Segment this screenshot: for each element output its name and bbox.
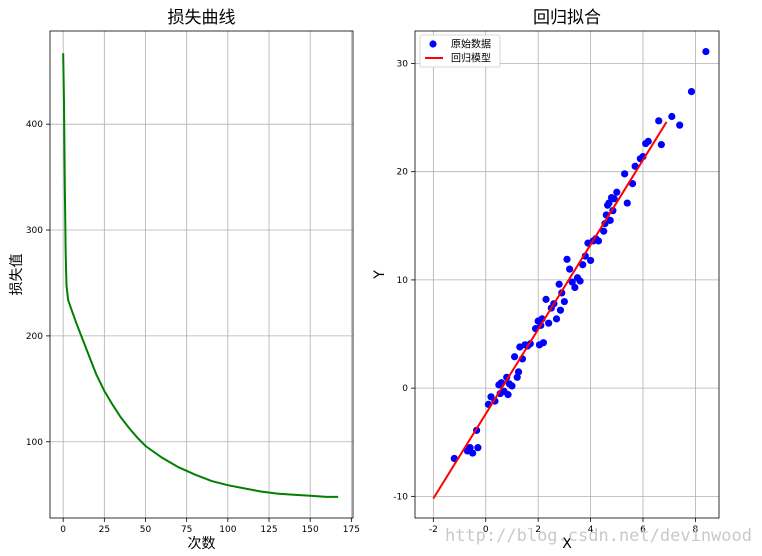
raw-data-point (466, 444, 474, 452)
raw-data-point (542, 295, 550, 303)
raw-data-point (702, 47, 710, 56)
fit-y-tick-label: 10 (397, 276, 409, 286)
loss-x-tick-label: 125 (260, 525, 277, 535)
fit-x-tick-label: 8 (693, 525, 699, 535)
fit-x-tick-label: 6 (640, 525, 646, 535)
loss-chart-title: 损失曲线 (168, 8, 236, 28)
raw-data-point (655, 117, 663, 125)
fit-x-tick-label: 2 (535, 525, 541, 535)
fit-y-tick-label: 0 (402, 384, 408, 394)
loss-x-tick-label: 0 (60, 525, 66, 535)
raw-data-point (657, 141, 665, 149)
raw-data-point (644, 137, 652, 145)
loss-x-tick-label: 50 (140, 525, 152, 535)
raw-data-point (552, 315, 561, 323)
raw-data-point (510, 353, 519, 361)
raw-data-point (676, 121, 684, 129)
legend-label-raw-data: 原始数据 (451, 38, 491, 51)
raw-data-point (586, 256, 595, 265)
raw-data-point (579, 261, 587, 269)
fit-y-tick-label: 30 (397, 59, 409, 69)
legend-label-regression-model: 回归模型 (451, 52, 491, 65)
raw-data-point (566, 265, 574, 273)
raw-data-point (514, 368, 523, 376)
loss-x-tick-label: 25 (99, 525, 110, 535)
loss-y-axis-label: 损失值 (9, 254, 25, 296)
fit-x-tick-label: -2 (429, 525, 438, 535)
raw-data-point (555, 280, 563, 288)
loss-axes-frame (49, 30, 354, 519)
loss-y-tick-label: 400 (26, 120, 43, 130)
loss-y-tick-label: 100 (26, 438, 43, 448)
watermark: http://blog.csdn.net/devinwood (445, 526, 752, 546)
raw-data-point (539, 339, 548, 347)
loss-x-tick-label: 75 (181, 525, 192, 535)
raw-data-point (474, 444, 482, 452)
raw-data-point (560, 297, 568, 306)
raw-data-point (606, 216, 614, 224)
fit-axes-frame (414, 30, 720, 519)
loss-y-tick-label: 300 (26, 226, 43, 236)
fit-y-tick-label: 20 (397, 168, 409, 178)
raw-data-point (621, 170, 629, 178)
loss-curve-line (62, 53, 339, 498)
raw-data-point (628, 179, 637, 188)
raw-data-point (610, 195, 618, 203)
raw-data-point (469, 449, 477, 457)
raw-data-point (508, 382, 516, 390)
raw-data-point (576, 277, 584, 285)
raw-data-point (556, 306, 565, 314)
raw-data-point (605, 199, 613, 207)
raw-data-point (571, 283, 579, 292)
loss-x-axis-label: 次数 (188, 536, 216, 552)
loss-y-tick-label: 200 (26, 332, 43, 342)
raw-data-point (600, 227, 608, 235)
raw-data-point (623, 199, 631, 207)
fit-chart-title: 回归拟合 (533, 8, 601, 28)
regression-model-line (432, 121, 668, 500)
fit-x-tick-label: 4 (588, 525, 594, 535)
fit-y-tick-label: -10 (393, 492, 408, 502)
fit-x-axis-label: X (562, 536, 572, 552)
raw-data-point (504, 391, 512, 399)
fit-y-axis-label: Y (372, 270, 388, 280)
raw-data-point (687, 88, 696, 96)
raw-data-point (668, 112, 676, 121)
raw-data-point (568, 278, 576, 286)
loss-x-tick-label: 150 (302, 525, 319, 535)
raw-data-point (563, 255, 571, 263)
raw-data-point (513, 373, 521, 381)
legend-marker-raw-data (429, 40, 437, 48)
loss-x-tick-label: 175 (343, 525, 360, 535)
fit-x-tick-label: 0 (483, 525, 489, 535)
raw-data-point (613, 188, 621, 196)
raw-data-point (545, 319, 553, 327)
loss-x-tick-label: 100 (219, 525, 236, 535)
raw-data-point (594, 237, 603, 245)
